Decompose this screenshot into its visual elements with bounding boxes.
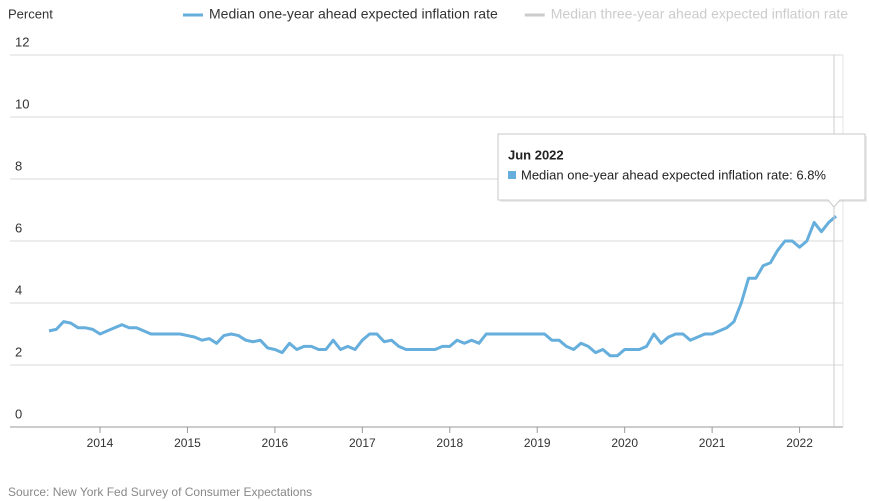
y-tick-label: 8 xyxy=(15,158,22,173)
x-tick-label: 2017 xyxy=(349,436,376,450)
x-tick-label: 2018 xyxy=(436,436,463,450)
tooltip-swatch xyxy=(508,171,516,179)
y-tick-label: 4 xyxy=(15,282,22,297)
y-tick-label: 0 xyxy=(15,406,22,421)
source: Source: New York Fed Survey of Consumer … xyxy=(8,485,312,499)
x-tick-label: 2022 xyxy=(786,436,813,450)
legend-label: Median three-year ahead expected inflati… xyxy=(551,6,849,22)
x-tick-label: 2019 xyxy=(524,436,551,450)
y-tick-label: 2 xyxy=(15,344,22,359)
x-tick-label: 2021 xyxy=(699,436,726,450)
tooltip-text: Median one-year ahead expected inflation… xyxy=(521,167,826,182)
tooltip-title: Jun 2022 xyxy=(508,147,564,162)
y-tick-label: 6 xyxy=(15,220,22,235)
y-axis-label: Percent xyxy=(8,6,53,21)
series-line xyxy=(48,215,837,358)
x-tick-label: 2020 xyxy=(611,436,638,450)
x-tick-label: 2015 xyxy=(174,436,201,450)
y-tick-label: 12 xyxy=(15,34,29,49)
x-tick-label: 2014 xyxy=(87,436,114,450)
x-tick-label: 2016 xyxy=(262,436,289,450)
y-tick-label: 10 xyxy=(15,96,29,111)
legend-label: Median one-year ahead expected inflation… xyxy=(209,6,498,22)
tooltip: Jun 2022 Median one-year ahead expected i… xyxy=(497,133,867,208)
tooltip-box xyxy=(497,133,866,208)
